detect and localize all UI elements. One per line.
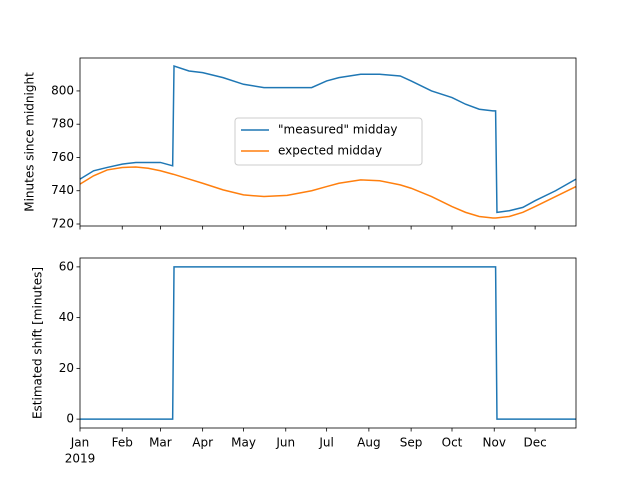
data-line xyxy=(79,166,577,219)
y-tick-label: 40 xyxy=(59,310,74,324)
x-tick-label: Nov xyxy=(483,436,506,450)
x-tick-label: Aug xyxy=(357,436,380,450)
y-axis-label: Minutes since midnight xyxy=(23,72,37,212)
plot-frame xyxy=(79,257,577,429)
x-tick-label: Mar xyxy=(149,436,172,450)
x-tick-label: Jun xyxy=(275,436,295,450)
y-tick-label: 760 xyxy=(51,150,74,164)
x-year-label: 2019 xyxy=(65,452,96,466)
y-tick-label: 740 xyxy=(51,183,74,197)
x-tick-label: Jan xyxy=(70,436,90,450)
legend-label: "measured" midday xyxy=(278,123,398,137)
data-line xyxy=(80,266,576,420)
legend-label: expected midday xyxy=(278,144,382,158)
y-tick-label: 720 xyxy=(51,217,74,231)
y-axis-label: Estimated shift [minutes] xyxy=(31,267,45,419)
x-tick-label: Dec xyxy=(524,436,547,450)
y-tick-label: 60 xyxy=(59,259,74,273)
x-tick-label: Jul xyxy=(318,436,333,450)
x-tick-label: Feb xyxy=(112,436,133,450)
data-line xyxy=(79,64,577,214)
x-tick-label: Apr xyxy=(192,436,213,450)
y-tick-label: 780 xyxy=(51,117,74,131)
y-tick-label: 20 xyxy=(59,361,74,375)
plot-frame xyxy=(79,57,577,227)
y-tick-label: 0 xyxy=(66,412,74,426)
x-tick-label: May xyxy=(231,436,256,450)
y-tick-label: 800 xyxy=(51,83,74,97)
x-tick-label: Oct xyxy=(442,436,463,450)
legend-box xyxy=(234,117,423,166)
x-tick-label: Sep xyxy=(400,436,423,450)
